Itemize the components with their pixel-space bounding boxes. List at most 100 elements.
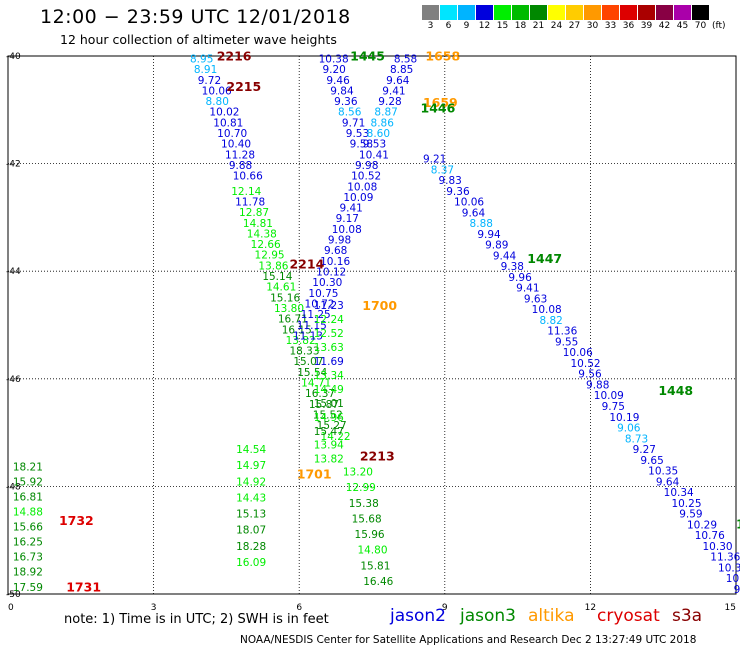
swh-value-label: 10.35 bbox=[718, 562, 740, 574]
swh-value-label: 9.98 bbox=[355, 160, 378, 172]
swh-value-label: 13.82 bbox=[314, 454, 344, 466]
swh-value-label: 8.91 bbox=[194, 64, 217, 76]
swh-value-label: 10.16 bbox=[320, 256, 350, 268]
footer-note: note: 1) Time is in UTC; 2) SWH is in fe… bbox=[64, 612, 329, 627]
swh-value-label: 11.78 bbox=[235, 196, 265, 208]
swh-value-label: 11.25 bbox=[301, 309, 331, 321]
swh-value-label: 14.49 bbox=[314, 384, 344, 396]
swh-value-label: 9.46 bbox=[326, 75, 350, 87]
swh-value-label: 8.80 bbox=[206, 96, 229, 108]
x-tick-label: 9 bbox=[442, 603, 448, 613]
swh-value-label: 13.82 bbox=[286, 335, 316, 347]
swh-value-label: 15.96 bbox=[355, 529, 385, 541]
swh-value-label: 8.73 bbox=[625, 433, 648, 445]
swh-value-label: 18.92 bbox=[13, 567, 43, 579]
swh-value-label: 8.87 bbox=[374, 107, 397, 119]
swh-value-label: 13.94 bbox=[314, 440, 344, 452]
x-tick-label: 12 bbox=[585, 603, 596, 613]
swh-value-label: 9.75 bbox=[602, 401, 625, 413]
legend-swatch bbox=[674, 5, 691, 20]
legend-swatch bbox=[476, 5, 493, 20]
swh-value-label: 16.15 bbox=[282, 324, 312, 336]
legend-swatch bbox=[638, 5, 655, 20]
legend-swatch bbox=[512, 5, 529, 20]
swh-value-label: 10.41 bbox=[359, 149, 389, 161]
chart-title: 12:00 − 23:59 UTC 12/01/2018 bbox=[40, 6, 351, 28]
swh-value-label: 9.96 bbox=[508, 272, 532, 284]
swh-value-label: 18.21 bbox=[13, 461, 43, 473]
swh-value-label: 14.92 bbox=[236, 476, 266, 488]
y-tick-label: -48 bbox=[6, 482, 21, 492]
plot-frame bbox=[7, 55, 737, 595]
swh-value-label: 10.08 bbox=[347, 181, 377, 193]
legend-swatch bbox=[422, 5, 439, 20]
x-tick-label: 15 bbox=[725, 603, 736, 613]
swh-value-label: 15.16 bbox=[270, 292, 300, 304]
swh-value-label: 14.54 bbox=[236, 444, 266, 456]
swh-value-label: 15.66 bbox=[13, 522, 43, 534]
mission-label: altika bbox=[528, 606, 575, 626]
mission-label: s3a bbox=[672, 606, 703, 626]
swh-value-label: 12.52 bbox=[314, 328, 344, 340]
swh-value-label: 9.58 bbox=[350, 139, 373, 151]
swh-value-label: 9.41 bbox=[339, 203, 362, 215]
legend-swatch-label: 33 bbox=[604, 21, 617, 31]
pass-time-label: 1658 bbox=[425, 48, 460, 63]
swh-value-label: 9.88 bbox=[586, 379, 609, 391]
swh-value-label: 8.60 bbox=[367, 128, 390, 140]
swh-value-label: 15.87 bbox=[309, 399, 339, 411]
swh-value-label: 15.27 bbox=[317, 420, 347, 432]
legend-swatch-label: 24 bbox=[550, 21, 563, 31]
pass-time-label: 1445 bbox=[350, 48, 385, 63]
mission-label: jason2 bbox=[390, 606, 446, 626]
legend-swatch bbox=[440, 5, 457, 20]
swh-value-label: 10.08 bbox=[332, 224, 362, 236]
pass-time-label: 1659 bbox=[423, 95, 458, 110]
swh-value-label: 15.47 bbox=[314, 426, 344, 438]
legend-swatch-label: 9 bbox=[463, 21, 470, 31]
y-tick-label: -46 bbox=[6, 375, 21, 385]
legend-swatch bbox=[584, 5, 601, 20]
swh-value-label: 10.06 bbox=[454, 197, 484, 209]
swh-value-label: 8.88 bbox=[470, 218, 493, 230]
swh-value-label: 18.33 bbox=[289, 346, 319, 358]
legend-swatch bbox=[566, 5, 583, 20]
swh-value-label: 9.36 bbox=[334, 96, 358, 108]
swh-value-label: 9.64 bbox=[462, 207, 486, 219]
x-tick-label: 0 bbox=[8, 603, 14, 613]
swh-value-label: 9.38 bbox=[501, 261, 524, 273]
swh-value-label: 9.56 bbox=[578, 369, 602, 381]
swh-value-label: 10.52 bbox=[351, 171, 381, 183]
swh-value-label: 16.09 bbox=[236, 557, 266, 569]
swh-value-label: 13.63 bbox=[314, 342, 344, 354]
swh-value-label: 10.81 bbox=[213, 117, 243, 129]
swh-value-label: 12.95 bbox=[255, 250, 285, 262]
swh-value-label: 9.64 bbox=[386, 75, 410, 87]
swh-value-label: 10.09 bbox=[343, 192, 373, 204]
swh-value-label: 10.06 bbox=[202, 85, 232, 97]
pass-time-label: 1700 bbox=[362, 298, 397, 313]
swh-value-label: 10.35 bbox=[726, 573, 740, 585]
swh-value-label: 10.08 bbox=[532, 304, 562, 316]
swh-value-label: 10.06 bbox=[563, 347, 593, 359]
mission-label: cryosat bbox=[597, 606, 660, 626]
swh-value-label: 16.71 bbox=[278, 314, 308, 326]
swh-value-label: 16.46 bbox=[363, 576, 393, 588]
swh-value-label: 9.60 bbox=[734, 584, 740, 596]
swh-value-label: 13.34 bbox=[314, 370, 344, 382]
swh-value-label: 10.19 bbox=[609, 412, 639, 424]
swh-value-label: 14.97 bbox=[236, 460, 266, 472]
legend-swatch-label: 42 bbox=[658, 21, 671, 31]
swh-value-label: 9.68 bbox=[324, 245, 347, 257]
swh-value-label: 9.53 bbox=[363, 139, 386, 151]
legend-swatch-label: 15 bbox=[496, 21, 509, 31]
swh-value-label: 9.06 bbox=[617, 423, 641, 435]
swh-value-label: 13.86 bbox=[258, 260, 288, 272]
legend-swatch-label: 6 bbox=[445, 21, 452, 31]
pass-time-label: 2216 bbox=[217, 48, 252, 63]
swh-value-label: 10.30 bbox=[312, 277, 342, 289]
legend-swatch-label: 36 bbox=[622, 21, 635, 31]
swh-value-label: 9.88 bbox=[229, 160, 252, 172]
swh-value-label: 8.86 bbox=[371, 117, 395, 129]
swh-value-label: 9.63 bbox=[524, 293, 547, 305]
